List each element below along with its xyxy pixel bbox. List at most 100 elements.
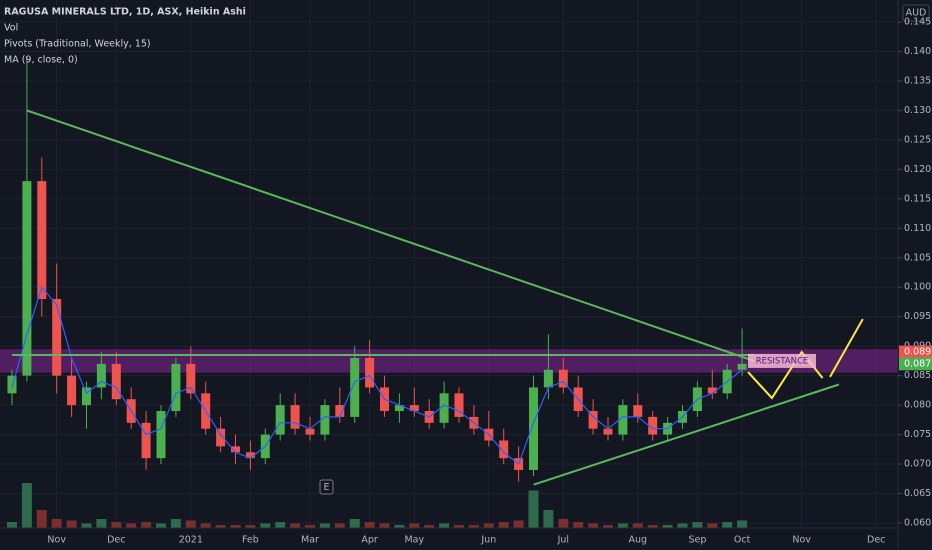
volume-bar <box>349 519 360 528</box>
candle-body <box>648 416 658 435</box>
y-tick-label: 0.065 <box>904 488 931 499</box>
price-badge-label: 0.087 <box>904 358 931 369</box>
y-tick-label: 0.100 <box>904 282 931 293</box>
volume-bar <box>617 523 628 528</box>
volume-bar <box>722 522 733 528</box>
candle-body <box>439 393 449 423</box>
y-tick-label: 0.140 <box>904 46 931 57</box>
indicator-label: Vol <box>4 23 18 34</box>
x-tick-label: Apr <box>361 535 378 546</box>
volume-bar <box>81 523 92 528</box>
y-tick-label: 0.120 <box>904 164 931 175</box>
volume-bar <box>36 510 47 528</box>
candle-body <box>588 411 598 429</box>
earnings-marker[interactable]: E <box>323 482 329 493</box>
volume-bar <box>290 523 301 528</box>
x-tick-label: Mar <box>301 535 319 546</box>
candle-body <box>216 428 226 447</box>
earnings-box[interactable] <box>319 479 334 495</box>
candle-body <box>245 452 255 459</box>
volume-bar <box>141 522 152 528</box>
volume-bar <box>96 519 107 528</box>
price-badge <box>899 345 932 359</box>
candle-body <box>305 428 315 435</box>
candle-body <box>7 375 17 394</box>
y-tick-label: 0.135 <box>904 75 931 86</box>
volume-bar <box>588 523 599 528</box>
candle-body <box>558 369 568 388</box>
chart-title: RAGUSA MINERALS LTD, 1D, ASX, Heikin Ash… <box>4 7 246 18</box>
volume-bar <box>215 525 226 528</box>
volume-bar <box>573 522 584 528</box>
volume-bar <box>305 525 315 528</box>
y-tick-label: 0.145 <box>904 17 931 28</box>
candle-body <box>231 446 240 453</box>
x-tick-label: Sep <box>688 535 706 546</box>
volume-bar <box>394 525 405 528</box>
candle-body <box>603 428 613 435</box>
volume-bar <box>185 520 196 528</box>
candle-body <box>350 357 360 417</box>
volume-bar <box>424 525 435 528</box>
volume-bar <box>632 523 643 528</box>
candle-body <box>335 405 345 417</box>
y-tick-label: 0.095 <box>904 311 931 322</box>
candle-body <box>67 375 77 406</box>
volume-bar <box>483 523 494 528</box>
candle-body <box>275 405 285 435</box>
x-tick-label: May <box>404 535 424 546</box>
volume-bar <box>7 522 17 528</box>
volume-bar <box>454 525 464 528</box>
y-tick-label: 0.125 <box>904 134 931 145</box>
candle-body <box>171 363 181 412</box>
x-tick-label: 2021 <box>179 535 203 546</box>
price-badge-label: 0.089 <box>904 347 931 358</box>
candle-body <box>96 363 106 388</box>
volume-bar <box>66 520 77 528</box>
volume-bar <box>498 522 509 528</box>
candle-body <box>707 387 717 394</box>
candle-body <box>141 422 151 459</box>
volume-bar <box>677 523 688 528</box>
candle-body <box>82 387 91 406</box>
volume-bar <box>468 525 479 528</box>
volume-bar <box>379 523 390 528</box>
x-tick-label: Jul <box>557 535 569 546</box>
volume-bar <box>230 525 241 528</box>
volume-bar <box>156 523 166 528</box>
y-tick-label: 0.075 <box>904 429 931 440</box>
volume-bar <box>275 522 286 528</box>
volume-bar <box>334 523 345 528</box>
candle-body <box>186 363 196 394</box>
volume-bar <box>409 523 420 528</box>
volume-bar <box>111 522 122 528</box>
candle-body <box>737 363 747 370</box>
y-tick-label: 0.070 <box>904 459 931 470</box>
y-tick-label: 0.130 <box>904 105 931 116</box>
volume-bar <box>126 523 137 528</box>
x-tick-label: Oct <box>734 535 751 546</box>
volume-bar <box>260 523 271 528</box>
volume-bar <box>170 519 181 528</box>
candle-body <box>618 405 628 435</box>
candle-body <box>499 440 509 459</box>
candle-body <box>156 411 166 459</box>
volume-bar <box>707 523 718 528</box>
candle-body <box>320 405 330 435</box>
indicator-label: Pivots (Traditional, Weekly, 15) <box>4 39 151 50</box>
currency[interactable]: AUD <box>906 8 927 19</box>
resistance-label: RESISTANCE <box>756 356 809 366</box>
candle-body <box>365 357 375 388</box>
candle-body <box>394 405 404 412</box>
candle-body <box>22 181 32 376</box>
candle-body <box>409 405 419 412</box>
candle-body <box>543 369 553 388</box>
volume-bar <box>692 522 703 528</box>
currency-box[interactable] <box>902 4 930 22</box>
x-tick-label: Dec <box>107 535 125 546</box>
x-tick-label: Dec <box>867 535 885 546</box>
trend-drawing <box>829 318 864 378</box>
trend-drawing <box>533 383 840 486</box>
candle-body <box>633 405 643 417</box>
